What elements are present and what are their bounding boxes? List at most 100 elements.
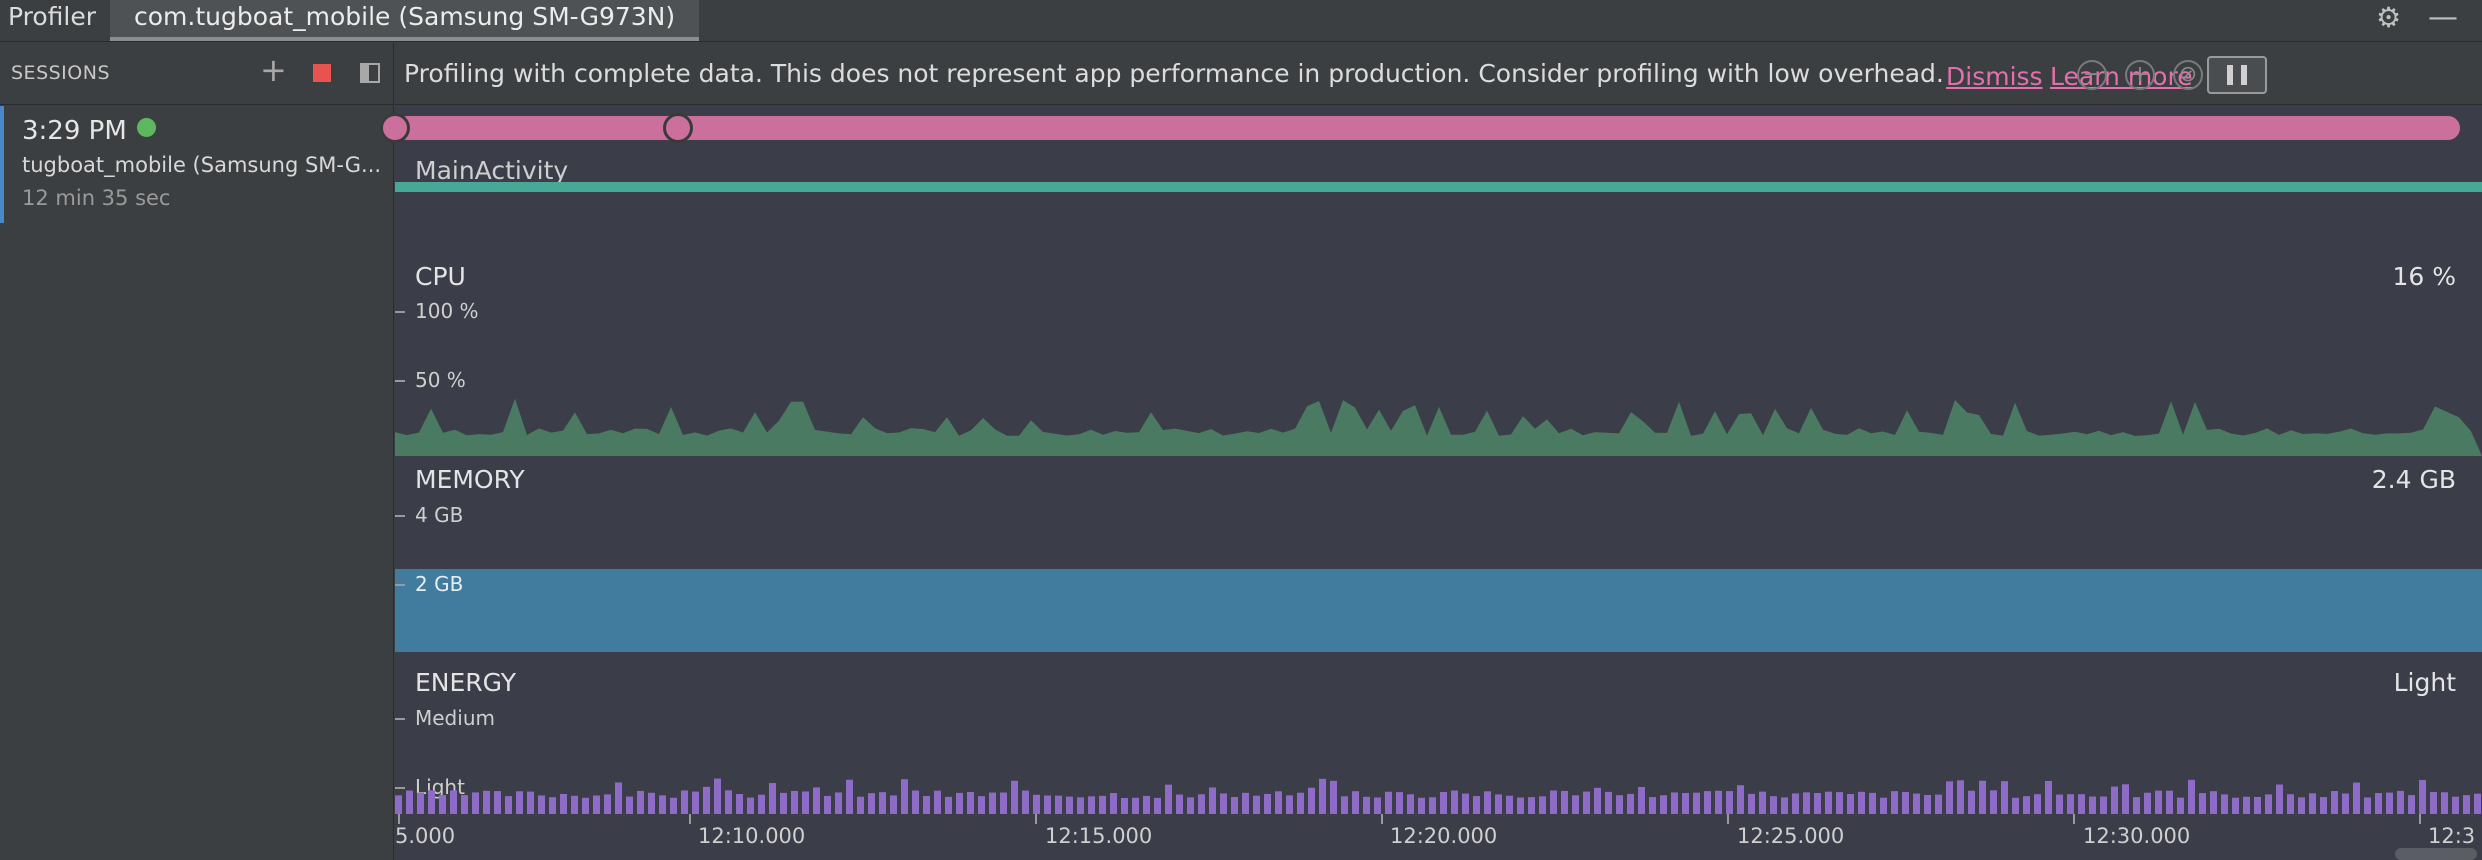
energy-bar (2386, 792, 2393, 814)
energy-bar (1517, 797, 1524, 814)
cpu-usage-chart[interactable] (395, 376, 2482, 456)
energy-bar (1396, 792, 1403, 814)
energy-bar (681, 790, 688, 814)
energy-bar (2287, 794, 2294, 814)
energy-bar (1242, 792, 1249, 814)
energy-bar (857, 796, 864, 814)
energy-bar (1880, 797, 1887, 814)
energy-bar (1286, 795, 1293, 814)
energy-bar (1814, 793, 1821, 814)
memory-axis-tick (395, 584, 405, 586)
energy-bar (1759, 791, 1766, 814)
tab-device-session[interactable]: com.tugboat_mobile (Samsung SM-G973N) (110, 0, 700, 41)
zoom-out-icon[interactable]: − (2077, 60, 2107, 90)
energy-bar (1220, 793, 1227, 814)
gear-icon[interactable]: ⚙ (2376, 1, 2402, 34)
memory-axis-tick (395, 515, 405, 517)
energy-bar (1528, 797, 1535, 814)
energy-bar (780, 792, 787, 814)
minimize-icon[interactable]: — (2428, 0, 2458, 35)
energy-bar (2111, 786, 2118, 814)
energy-bar (1143, 795, 1150, 814)
energy-bar (461, 795, 468, 814)
energy-bar (439, 794, 446, 814)
energy-bar (1110, 793, 1117, 814)
energy-bar (692, 791, 699, 814)
energy-bar (626, 796, 633, 814)
energy-bar (1121, 797, 1128, 814)
time-label: 5.000 (395, 824, 456, 848)
activity-bar[interactable] (395, 182, 2482, 192)
profiling-banner: Profiling with complete data. This does … (395, 43, 2482, 105)
energy-bar (1176, 794, 1183, 814)
time-label: 12:15.000 (1045, 824, 1153, 848)
energy-bar (1418, 797, 1425, 814)
energy-bar (835, 792, 842, 814)
energy-bar (1319, 778, 1326, 814)
range-end-handle[interactable] (663, 113, 693, 143)
plus-icon[interactable]: + (260, 51, 287, 89)
energy-bar (1704, 791, 1711, 814)
memory-axis-4gb: 4 GB (415, 503, 464, 527)
energy-bar (747, 797, 754, 814)
horizontal-scrollbar[interactable] (2395, 848, 2477, 860)
collapse-panel-icon[interactable] (360, 63, 380, 83)
energy-usage-chart[interactable] (395, 776, 2482, 814)
energy-bar (1033, 794, 1040, 814)
energy-bar (1066, 796, 1073, 814)
learn-more-link[interactable]: Learn more (2050, 62, 2193, 91)
energy-bar (1946, 781, 1953, 814)
stop-icon[interactable] (313, 64, 331, 82)
range-start-handle[interactable] (380, 113, 410, 143)
selection-range-bar[interactable] (395, 116, 2460, 140)
time-label: 12:10.000 (698, 824, 806, 848)
timeline: MainActivity CPU 16 % 100 % 50 % MEMORY … (380, 106, 2482, 860)
energy-bar (1253, 795, 1260, 814)
memory-axis-2gb: 2 GB (415, 572, 464, 596)
energy-bar (637, 790, 644, 814)
energy-bar (549, 797, 556, 814)
energy-bar (725, 790, 732, 814)
energy-bar (1616, 795, 1623, 814)
energy-bar (1902, 791, 1909, 814)
energy-bar (736, 794, 743, 814)
cpu-track-title[interactable]: CPU (415, 262, 466, 291)
energy-bar (1011, 780, 1018, 814)
energy-bar (2430, 791, 2437, 814)
energy-bar (1451, 790, 1458, 814)
time-tick (1727, 814, 1729, 824)
energy-bar (2441, 792, 2448, 814)
energy-bar (1825, 791, 1832, 814)
energy-bar (2375, 793, 2382, 814)
energy-bar (1726, 791, 1733, 814)
tab-profiler[interactable]: Profiler (8, 2, 97, 31)
energy-bar (945, 796, 952, 814)
profiler-main: Profiling with complete data. This does … (380, 43, 2482, 860)
energy-bar (2177, 797, 2184, 814)
cpu-axis-50: 50 % (415, 368, 466, 392)
energy-bar (1693, 792, 1700, 814)
energy-axis-tick (395, 787, 405, 789)
memory-track-title[interactable]: MEMORY (415, 465, 525, 494)
cpu-axis-tick (395, 380, 405, 382)
reset-zoom-icon[interactable]: ⊘ (2173, 60, 2203, 90)
energy-bar (2089, 796, 2096, 814)
memory-usage-area[interactable] (395, 569, 2482, 652)
energy-bar (912, 790, 919, 814)
zoom-in-icon[interactable]: + (2125, 60, 2155, 90)
energy-bar (494, 791, 501, 814)
energy-bar (2243, 796, 2250, 814)
banner-message: Profiling with complete data. This does … (404, 59, 1944, 88)
dismiss-link[interactable]: Dismiss (1946, 62, 2043, 91)
energy-bar (1308, 787, 1315, 814)
cpu-axis-100: 100 % (415, 299, 479, 323)
session-item[interactable]: 3:29 PM tugboat_mobile (Samsung SM-G... … (0, 106, 393, 223)
energy-track-title[interactable]: ENERGY (415, 668, 517, 697)
pause-icon[interactable] (2207, 56, 2267, 94)
energy-bar (615, 782, 622, 814)
energy-bar (1407, 794, 1414, 814)
session-time: 3:29 PM (22, 116, 156, 146)
energy-bar (670, 797, 677, 814)
energy-bar (2045, 780, 2052, 814)
energy-bar (1836, 792, 1843, 814)
